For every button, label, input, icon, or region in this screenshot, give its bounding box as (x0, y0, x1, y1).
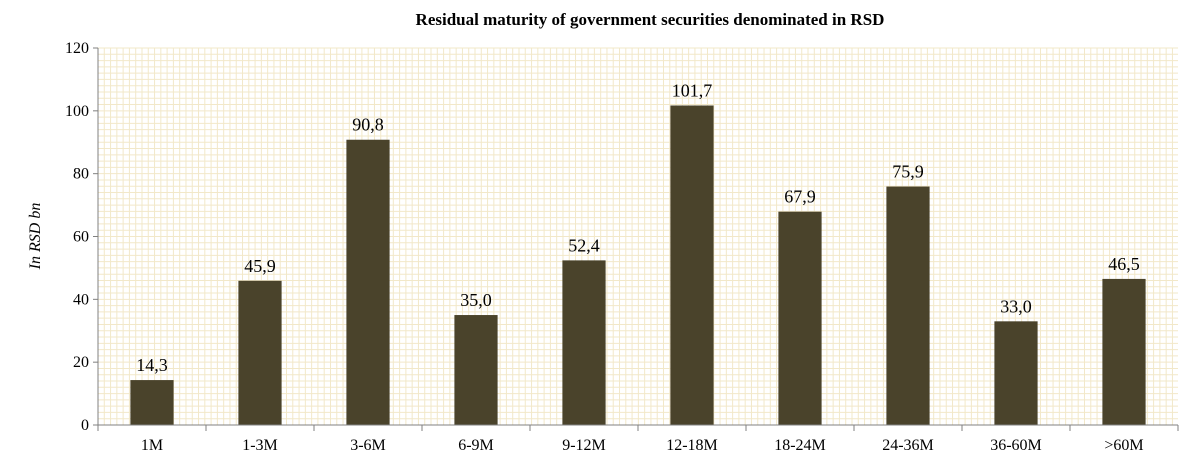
y-tick-label: 40 (73, 291, 89, 308)
y-tick-label: 120 (65, 40, 89, 57)
x-tick-label: 1M (141, 437, 163, 454)
bars (130, 105, 1146, 426)
bar-6-9M (454, 315, 498, 425)
x-tick-label: >60M (1104, 437, 1143, 454)
data-label: 75,9 (892, 162, 924, 182)
y-tick-label: 100 (65, 103, 89, 120)
data-label: 101,7 (672, 80, 713, 100)
data-label: 46,5 (1108, 254, 1140, 274)
x-tick-label: 18-24M (774, 437, 826, 454)
data-label: 90,8 (352, 115, 384, 135)
bar->60M (1102, 278, 1146, 425)
x-tick-label: 24-36M (882, 437, 934, 454)
data-label: 52,4 (568, 235, 600, 255)
bar-3-6M (346, 139, 390, 425)
bar-9-12M (562, 260, 606, 425)
y-tick-label: 0 (81, 417, 89, 434)
bar-12-18M (670, 105, 714, 426)
bar-18-24M (778, 211, 822, 425)
y-tick-label: 80 (73, 166, 89, 183)
y-tick-label: 60 (73, 229, 89, 246)
x-tick-label: 36-60M (990, 437, 1042, 454)
x-tick-label: 6-9M (458, 437, 494, 454)
x-tick-label: 9-12M (562, 437, 606, 454)
bar-1M (130, 380, 174, 425)
chart-title: Residual maturity of government securiti… (416, 10, 885, 29)
y-tick-label: 20 (73, 354, 89, 371)
x-tick-label: 1-3M (242, 437, 278, 454)
data-labels: 14,3 45,9 90,8 35,0 52,4 101,7 67,9 75,9 33,0 46,… (136, 80, 1140, 375)
x-tick-label: 3-6M (350, 437, 386, 454)
data-label: 45,9 (244, 256, 276, 276)
data-label: 67,9 (784, 187, 816, 207)
x-axis-ticks: 1M 1-3M 3-6M 6-9M 9-12M 12-18M 18-24M 24-36M 36-… (97, 425, 1179, 454)
y-axis-ticks: 0 20 40 60 80 100 120 (65, 40, 98, 434)
x-tick-label: 12-18M (666, 437, 718, 454)
data-label: 33,0 (1000, 296, 1032, 316)
bar-24-36M (886, 186, 930, 425)
data-label: 35,0 (460, 290, 492, 310)
y-axis-label: In RSD bn (27, 203, 44, 271)
data-label: 14,3 (136, 355, 168, 375)
bar-1-3M (238, 280, 282, 425)
bar-36-60M (994, 321, 1038, 425)
